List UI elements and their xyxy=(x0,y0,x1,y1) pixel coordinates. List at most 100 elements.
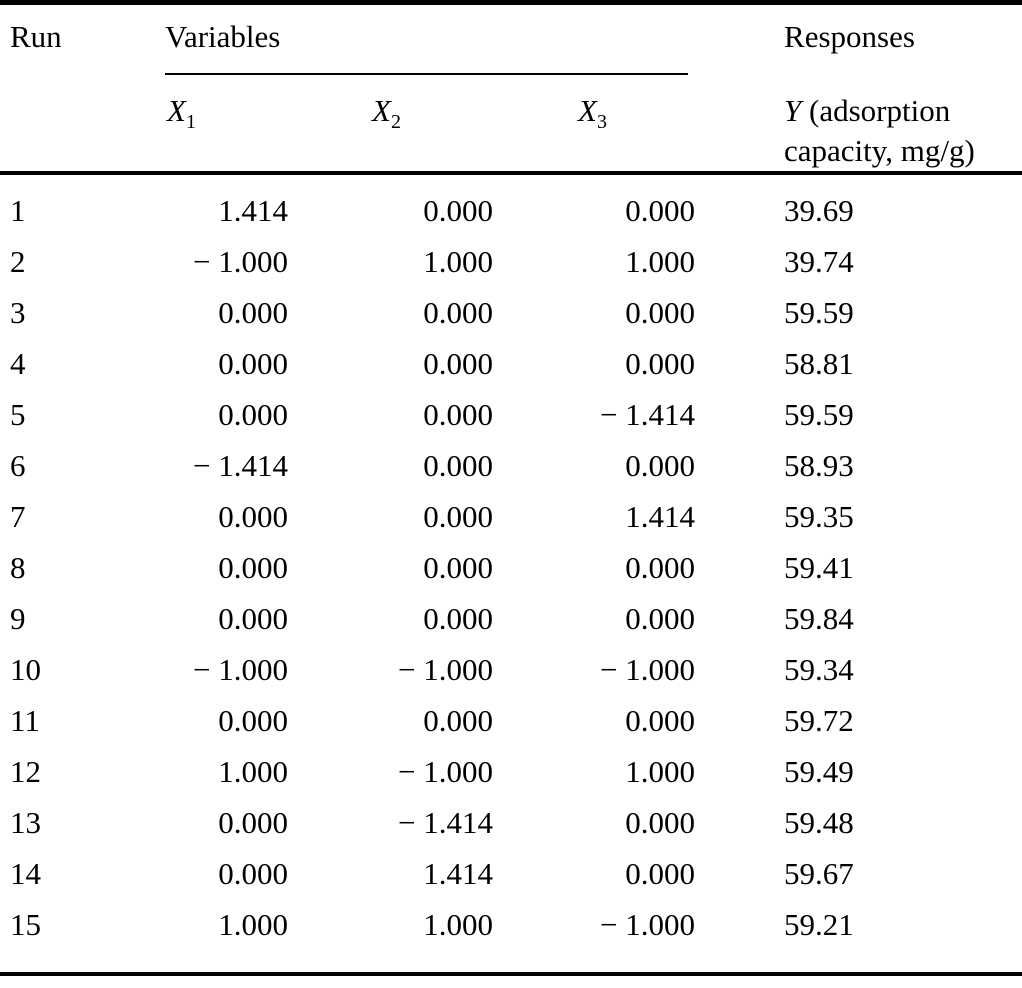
x2-cell: 1.414 xyxy=(423,856,493,891)
x2-subscript: 2 xyxy=(390,111,401,134)
x3-cell: − 1.414 xyxy=(600,397,696,432)
x3-subscript: 3 xyxy=(596,111,607,134)
x1-cell: 0.000 xyxy=(218,499,288,534)
x3-cell: 0.000 xyxy=(625,601,696,636)
y-cell: 39.74 xyxy=(784,244,854,279)
x2-cell: 0.000 xyxy=(423,346,493,381)
x3-cell: 0.000 xyxy=(625,805,696,840)
y-units-label: (adsorption capacity, mg/g) xyxy=(784,93,975,168)
col-group-variables: Variables xyxy=(155,3,695,75)
x2-cell: 0.000 xyxy=(423,193,493,228)
x1-cell: 0.000 xyxy=(218,805,288,840)
x1-cell: − 1.000 xyxy=(193,652,288,687)
x1-cell: 0.000 xyxy=(218,295,288,330)
run-cell: 14 xyxy=(10,856,41,891)
y-cell: 59.59 xyxy=(784,295,854,330)
header-sub-row: X1 X2 X3 Y (adsorption capacity, mg/g) xyxy=(0,75,1022,175)
y-symbol: Y xyxy=(784,93,802,128)
y-cell: 59.34 xyxy=(784,652,854,687)
table-row: 5 0.000 0.000 − 1.414 59.59 xyxy=(0,389,1022,440)
x2-cell: 0.000 xyxy=(423,295,493,330)
table-row: 10 − 1.000 − 1.000 − 1.000 59.34 xyxy=(0,644,1022,695)
table-row: 13 0.000 − 1.414 0.000 59.48 xyxy=(0,797,1022,848)
y-cell: 59.84 xyxy=(784,601,854,636)
run-cell: 13 xyxy=(10,805,41,840)
table-row: 2 − 1.000 1.000 1.000 39.74 xyxy=(0,236,1022,287)
x3-cell: − 1.000 xyxy=(600,907,696,942)
run-cell: 8 xyxy=(10,550,26,585)
y-cell: 58.93 xyxy=(784,448,854,483)
x1-subscript: 1 xyxy=(185,111,196,134)
x2-cell: − 1.414 xyxy=(398,805,493,840)
x1-cell: 0.000 xyxy=(218,550,288,585)
y-cell: 59.41 xyxy=(784,550,854,585)
x2-cell: 0.000 xyxy=(423,550,493,585)
x1-cell: 0.000 xyxy=(218,856,288,891)
x3-cell: 1.000 xyxy=(625,244,696,279)
y-cell: 39.69 xyxy=(784,193,854,228)
x2-cell: 0.000 xyxy=(423,448,493,483)
col-header-x1: X1 xyxy=(155,75,288,175)
y-cell: 59.72 xyxy=(784,703,854,738)
x3-cell: 0.000 xyxy=(625,856,696,891)
x2-cell: 0.000 xyxy=(423,703,493,738)
col-header-response-y: Y (adsorption capacity, mg/g) xyxy=(695,75,1022,175)
run-cell: 4 xyxy=(10,346,26,381)
x3-cell: 1.000 xyxy=(625,754,696,789)
x3-cell: 0.000 xyxy=(625,295,696,330)
header-group-row: Run Variables Responses xyxy=(0,2,1022,175)
table-row: 14 0.000 1.414 0.000 59.67 xyxy=(0,848,1022,899)
col-group-responses: Responses xyxy=(784,19,915,54)
y-cell: 59.67 xyxy=(784,856,854,891)
run-cell: 6 xyxy=(10,448,26,483)
x1-cell: 1.414 xyxy=(218,193,288,228)
x1-symbol: X xyxy=(167,93,186,128)
variables-group-label: Variables xyxy=(165,19,281,54)
x2-cell: − 1.000 xyxy=(398,754,493,789)
col-header-x2: X2 xyxy=(288,75,493,175)
x3-cell: 1.414 xyxy=(625,499,696,534)
x2-cell: 0.000 xyxy=(423,601,493,636)
table-row: 12 1.000 − 1.000 1.000 59.49 xyxy=(0,746,1022,797)
run-cell: 10 xyxy=(10,652,41,687)
x1-cell: 0.000 xyxy=(218,397,288,432)
x2-cell: 0.000 xyxy=(423,397,493,432)
x2-cell: 1.000 xyxy=(423,907,493,942)
x2-symbol: X xyxy=(372,93,391,128)
x1-cell: 0.000 xyxy=(218,601,288,636)
table-row: 4 0.000 0.000 0.000 58.81 xyxy=(0,338,1022,389)
x3-symbol: X xyxy=(578,93,597,128)
run-cell: 1 xyxy=(10,193,26,228)
table-row: 3 0.000 0.000 0.000 59.59 xyxy=(0,287,1022,338)
x1-cell: 1.000 xyxy=(218,907,288,942)
run-cell: 11 xyxy=(10,703,40,738)
x2-cell: 0.000 xyxy=(423,499,493,534)
y-cell: 58.81 xyxy=(784,346,854,381)
x3-cell: − 1.000 xyxy=(600,652,696,687)
col-header-run: Run xyxy=(0,2,155,175)
variables-spanner-rule: Variables xyxy=(165,5,689,75)
table-row: 1 1.414 0.000 0.000 39.69 xyxy=(0,173,1022,236)
x3-cell: 0.000 xyxy=(625,193,696,228)
x2-cell: 1.000 xyxy=(423,244,493,279)
y-cell: 59.48 xyxy=(784,805,854,840)
x1-cell: 0.000 xyxy=(218,346,288,381)
x1-cell: 0.000 xyxy=(218,703,288,738)
y-cell: 59.21 xyxy=(784,907,854,942)
run-cell: 7 xyxy=(10,499,26,534)
x3-cell: 0.000 xyxy=(625,448,696,483)
table-row: 6 − 1.414 0.000 0.000 58.93 xyxy=(0,440,1022,491)
table-row: 8 0.000 0.000 0.000 59.41 xyxy=(0,542,1022,593)
run-cell: 5 xyxy=(10,397,26,432)
x3-cell: 0.000 xyxy=(625,346,696,381)
run-cell: 12 xyxy=(10,754,41,789)
y-cell: 59.35 xyxy=(784,499,854,534)
table-row: 15 1.000 1.000 − 1.000 59.21 xyxy=(0,899,1022,974)
table-row: 11 0.000 0.000 0.000 59.72 xyxy=(0,695,1022,746)
table-row: 7 0.000 0.000 1.414 59.35 xyxy=(0,491,1022,542)
x1-cell: − 1.000 xyxy=(193,244,288,279)
table-row: 9 0.000 0.000 0.000 59.84 xyxy=(0,593,1022,644)
run-cell: 15 xyxy=(10,907,41,942)
